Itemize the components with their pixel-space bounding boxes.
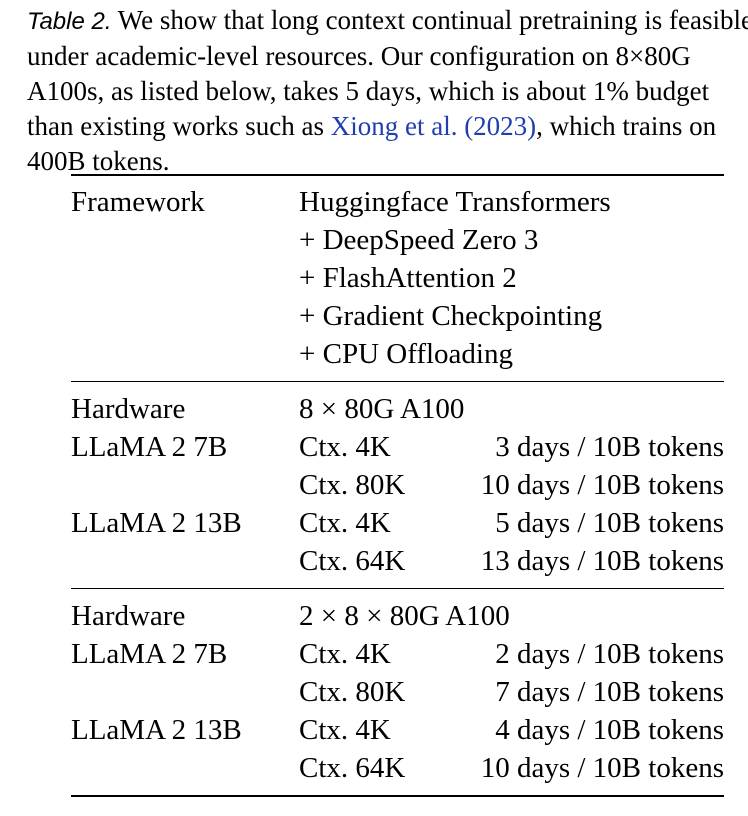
training-time: 3 days / 10B tokens — [495, 431, 724, 463]
model-name: LLaMA 2 13B — [71, 714, 242, 746]
table-caption: Table 2. We show that long context conti… — [27, 3, 748, 179]
context-length: Ctx. 80K — [299, 676, 406, 708]
framework-line: + DeepSpeed Zero 3 — [299, 224, 539, 256]
table-bottom-rule — [71, 795, 724, 797]
table-mid-rule-1 — [71, 381, 724, 383]
citation-link[interactable]: Xiong et al. (2023) — [330, 111, 537, 141]
caption-text-4a: than existing works such as — [27, 111, 331, 141]
caption-text-4b: , which trains on — [536, 111, 717, 141]
hardware-value: 2 × 8 × 80G A100 — [299, 600, 510, 632]
training-time: 13 days / 10B tokens — [480, 545, 724, 577]
caption-line-5: 400B tokens. — [27, 146, 170, 176]
caption-line-4: than existing works such as Xiong et al.… — [27, 109, 748, 144]
hardware-label: Hardware — [71, 600, 186, 632]
model-name: LLaMA 2 7B — [71, 431, 228, 463]
framework-label: Framework — [71, 186, 205, 218]
training-time: 7 days / 10B tokens — [495, 676, 724, 708]
context-length: Ctx. 4K — [299, 638, 391, 670]
resource-table: Framework Huggingface Transformers + Dee… — [71, 0, 724, 816]
framework-line: + CPU Offloading — [299, 338, 513, 370]
caption-line-3: A100s, as listed below, takes 5 days, wh… — [27, 76, 710, 106]
framework-line: Huggingface Transformers — [299, 186, 611, 218]
framework-line: + FlashAttention 2 — [299, 262, 517, 294]
hardware-value: 8 × 80G A100 — [299, 393, 465, 425]
model-name: LLaMA 2 7B — [71, 638, 228, 670]
training-time: 4 days / 10B tokens — [495, 714, 724, 746]
table-top-rule — [71, 174, 724, 176]
training-time: 2 days / 10B tokens — [495, 638, 724, 670]
caption-line-2: under academic-level resources. Our conf… — [27, 41, 691, 71]
training-time: 10 days / 10B tokens — [480, 469, 724, 501]
framework-line: + Gradient Checkpointing — [299, 300, 603, 332]
context-length: Ctx. 64K — [299, 752, 406, 784]
hardware-label: Hardware — [71, 393, 186, 425]
context-length: Ctx. 4K — [299, 507, 391, 539]
caption-text-1: We show that long context continual pret… — [111, 5, 748, 35]
context-length: Ctx. 4K — [299, 431, 391, 463]
context-length: Ctx. 64K — [299, 545, 406, 577]
training-time: 5 days / 10B tokens — [495, 507, 724, 539]
table-mid-rule-2 — [71, 588, 724, 590]
training-time: 10 days / 10B tokens — [480, 752, 724, 784]
caption-line-1: Table 2. We show that long context conti… — [27, 3, 748, 39]
context-length: Ctx. 4K — [299, 714, 391, 746]
model-name: LLaMA 2 13B — [71, 507, 242, 539]
caption-label: Table 2. — [27, 8, 112, 35]
context-length: Ctx. 80K — [299, 469, 406, 501]
